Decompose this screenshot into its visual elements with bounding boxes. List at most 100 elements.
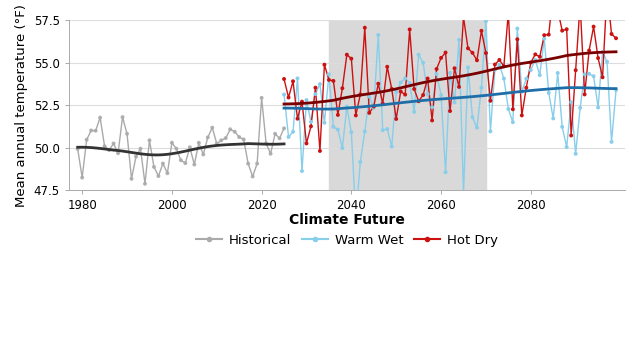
Point — [503, 10, 513, 15]
Point — [593, 104, 604, 110]
Point — [275, 135, 285, 141]
Point — [95, 115, 105, 121]
Point — [234, 134, 244, 140]
Y-axis label: Mean annual temperature (°F): Mean annual temperature (°F) — [15, 4, 28, 207]
Point — [163, 170, 173, 176]
Point — [458, 190, 468, 196]
Point — [427, 104, 437, 110]
Point — [494, 57, 504, 63]
Point — [355, 159, 365, 165]
Point — [449, 100, 460, 105]
Point — [346, 129, 356, 135]
Point — [436, 92, 446, 98]
Point — [431, 66, 442, 72]
Point — [216, 138, 227, 143]
Point — [324, 77, 334, 83]
Point — [508, 120, 518, 125]
Point — [427, 118, 437, 123]
Point — [611, 35, 621, 41]
Point — [297, 99, 307, 104]
Point — [561, 144, 572, 150]
Point — [543, 90, 554, 96]
Point — [90, 128, 100, 134]
Point — [369, 104, 379, 109]
Point — [207, 125, 218, 131]
Point — [158, 161, 168, 166]
Point — [512, 36, 522, 42]
Point — [499, 63, 509, 69]
Point — [185, 144, 195, 150]
Point — [279, 76, 289, 82]
Point — [360, 25, 370, 31]
Point — [319, 62, 330, 68]
Point — [579, 71, 589, 77]
Point — [400, 92, 410, 98]
Point — [467, 114, 477, 120]
Point — [530, 51, 540, 57]
Point — [490, 62, 500, 67]
Point — [292, 76, 303, 81]
Point — [413, 98, 424, 104]
Point — [351, 215, 361, 220]
Point — [566, 132, 576, 138]
Point — [490, 67, 500, 73]
Point — [598, 49, 608, 55]
Point — [284, 134, 294, 140]
Point — [440, 50, 451, 55]
Point — [548, 116, 558, 121]
Point — [387, 144, 397, 149]
Point — [297, 168, 307, 174]
Point — [516, 113, 527, 118]
Point — [579, 91, 589, 97]
Point — [333, 127, 343, 132]
Point — [588, 73, 598, 79]
Point — [530, 57, 540, 63]
Point — [463, 45, 473, 51]
Point — [534, 72, 545, 78]
Point — [373, 81, 383, 86]
Point — [99, 143, 109, 149]
Point — [337, 145, 348, 151]
Point — [279, 126, 289, 131]
Point — [136, 146, 146, 152]
Point — [476, 85, 486, 91]
Point — [485, 98, 495, 104]
Point — [203, 135, 213, 140]
Point — [360, 129, 370, 134]
Point — [481, 18, 491, 24]
Point — [422, 76, 433, 81]
Point — [324, 72, 334, 77]
Point — [525, 67, 536, 73]
Point — [396, 80, 406, 85]
Point — [167, 140, 177, 145]
Point — [126, 176, 136, 182]
Point — [131, 154, 141, 159]
Point — [108, 141, 118, 147]
Point — [81, 137, 92, 143]
Point — [400, 76, 410, 81]
Point — [494, 62, 504, 68]
Point — [180, 160, 191, 166]
Point — [373, 32, 383, 38]
Point — [387, 86, 397, 92]
Point — [404, 80, 415, 86]
Point — [512, 26, 522, 31]
Point — [413, 52, 424, 58]
Point — [288, 129, 298, 135]
Point — [140, 181, 150, 186]
Point — [364, 110, 374, 116]
Point — [499, 76, 509, 81]
Point — [239, 136, 249, 142]
Point — [584, 71, 594, 77]
Point — [266, 151, 276, 157]
Point — [440, 169, 451, 175]
Point — [539, 32, 549, 38]
Point — [176, 157, 186, 163]
Point — [566, 99, 576, 105]
Point — [449, 66, 460, 71]
Point — [382, 126, 392, 132]
Point — [252, 161, 262, 166]
Point — [467, 50, 477, 56]
Point — [454, 84, 464, 90]
Point — [257, 95, 267, 101]
